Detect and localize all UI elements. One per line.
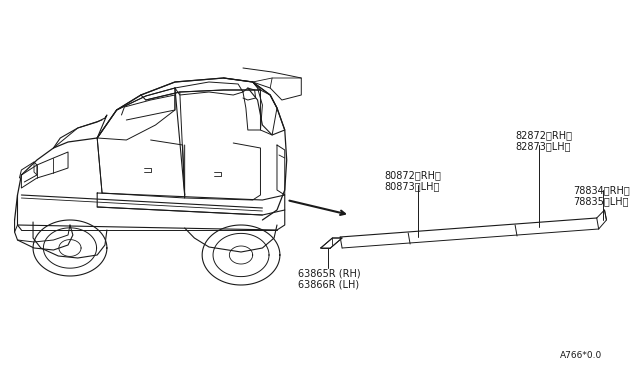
- Text: 78834〈RH〉
78835〈LH〉: 78834〈RH〉 78835〈LH〉: [573, 185, 630, 206]
- Text: 63865R (RH)
63866R (LH): 63865R (RH) 63866R (LH): [298, 268, 361, 289]
- Text: A766*0.0: A766*0.0: [560, 351, 603, 360]
- Text: 82872〈RH〉
82873〈LH〉: 82872〈RH〉 82873〈LH〉: [515, 130, 572, 152]
- Text: 80872〈RH〉
80873〈LH〉: 80872〈RH〉 80873〈LH〉: [384, 170, 441, 192]
